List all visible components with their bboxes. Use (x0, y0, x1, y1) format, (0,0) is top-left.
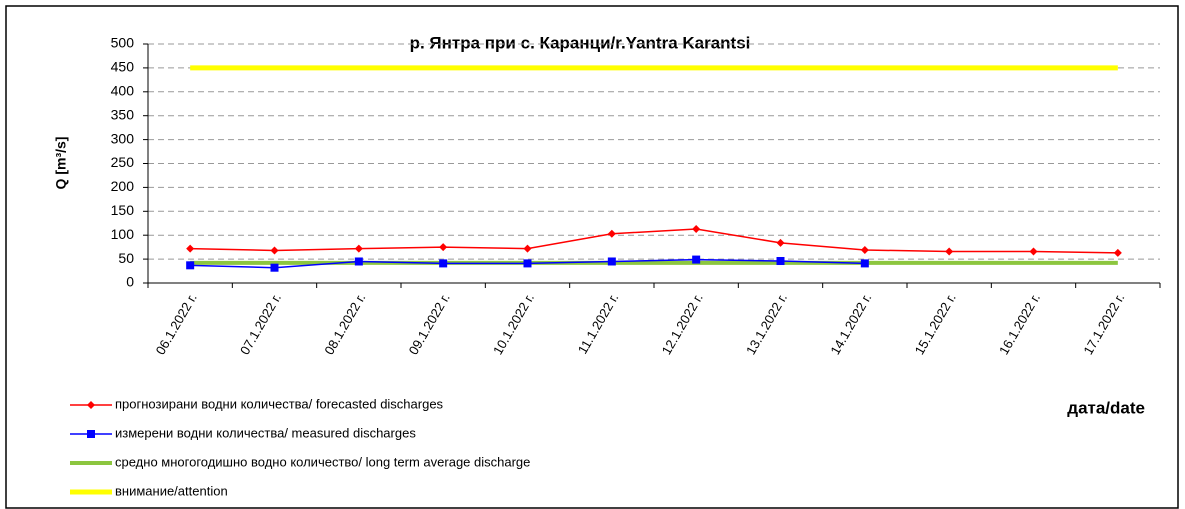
legend-label: внимание/attention (115, 483, 228, 498)
y-tick-label: 350 (111, 106, 135, 122)
y-tick-label: 50 (118, 250, 134, 266)
y-tick-label: 450 (111, 59, 135, 75)
legend-marker (87, 430, 95, 438)
x-axis-label: дата/date (1067, 398, 1145, 417)
diamond-marker (1113, 248, 1122, 257)
x-tick-label: 15.1.2022 г. (912, 291, 959, 358)
y-tick-label: 500 (111, 35, 135, 51)
y-tick-label: 100 (111, 226, 135, 242)
legend-label: средно многогодишно водно количество/ lo… (115, 454, 530, 469)
square-marker (692, 255, 701, 264)
square-marker (860, 259, 869, 268)
diamond-marker (523, 244, 532, 253)
square-marker (523, 259, 532, 268)
y-tick-label: 150 (111, 202, 135, 218)
square-marker (354, 257, 363, 266)
legend-label: прогнозирани водни количества/ forecaste… (115, 396, 444, 411)
diamond-marker (776, 238, 785, 247)
y-tick-label: 300 (111, 130, 135, 146)
diamond-marker (607, 229, 616, 238)
diamond-marker (270, 246, 279, 255)
x-tick-label: 14.1.2022 г. (827, 291, 874, 358)
legend-marker (87, 401, 95, 409)
x-tick-label: 06.1.2022 г. (153, 291, 200, 358)
x-tick-label: 07.1.2022 г. (237, 291, 284, 358)
x-tick-label: 10.1.2022 г. (490, 291, 537, 358)
x-tick-label: 12.1.2022 г. (659, 291, 706, 358)
square-marker (776, 257, 785, 266)
square-marker (270, 263, 279, 272)
diamond-marker (692, 224, 701, 233)
diamond-marker (439, 243, 448, 252)
y-axis-label: Q [m³/s] (53, 137, 69, 190)
y-tick-label: 250 (111, 154, 135, 170)
x-tick-label: 16.1.2022 г. (996, 291, 1043, 358)
diamond-marker (860, 246, 869, 255)
x-tick-label: 08.1.2022 г. (321, 291, 368, 358)
y-tick-label: 200 (111, 178, 135, 194)
x-tick-label: 09.1.2022 г. (406, 291, 453, 358)
square-marker (186, 261, 195, 270)
series-line (190, 228, 1118, 254)
legend-label: измерени водни количества/ measured disc… (115, 425, 416, 440)
y-tick-label: 400 (111, 83, 135, 99)
square-marker (607, 257, 616, 266)
frame (5, 5, 1179, 509)
square-marker (439, 259, 448, 268)
y-tick-label: 0 (126, 274, 134, 290)
diamond-marker (354, 244, 363, 253)
diamond-marker (945, 247, 954, 256)
diamond-marker (1029, 247, 1038, 256)
chart-title: р. Янтра при с. Каранци/r.Yantra Karants… (410, 33, 751, 52)
x-tick-label: 13.1.2022 г. (743, 291, 790, 358)
diamond-marker (186, 244, 195, 253)
x-tick-label: 17.1.2022 г. (1080, 291, 1127, 358)
x-tick-label: 11.1.2022 г. (575, 291, 622, 357)
